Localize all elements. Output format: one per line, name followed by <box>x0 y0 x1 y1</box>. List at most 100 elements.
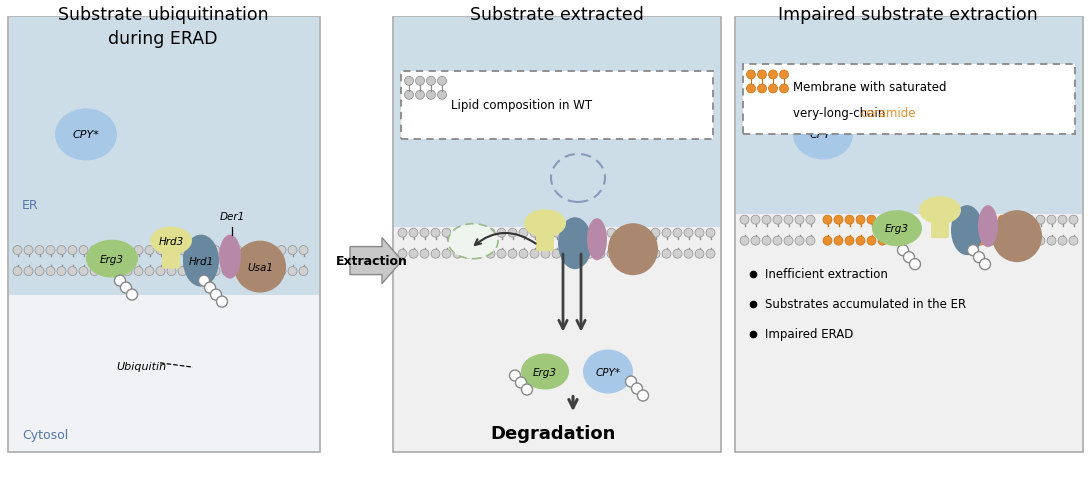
Text: Degradation: Degradation <box>490 424 616 442</box>
Text: ER: ER <box>22 199 38 212</box>
Ellipse shape <box>872 211 922 247</box>
Circle shape <box>121 283 132 293</box>
Circle shape <box>762 216 771 225</box>
Circle shape <box>217 297 228 308</box>
Circle shape <box>233 267 242 276</box>
Text: CPY*: CPY* <box>810 130 836 140</box>
Circle shape <box>845 216 853 225</box>
FancyBboxPatch shape <box>735 18 1083 452</box>
Circle shape <box>475 250 484 259</box>
FancyBboxPatch shape <box>393 18 720 228</box>
Circle shape <box>398 229 407 238</box>
Circle shape <box>68 267 77 276</box>
FancyBboxPatch shape <box>393 18 720 452</box>
Circle shape <box>585 229 594 238</box>
Circle shape <box>758 85 766 94</box>
Circle shape <box>404 77 413 86</box>
Text: Substrate ubiquitination
during ERAD: Substrate ubiquitination during ERAD <box>58 6 268 48</box>
Circle shape <box>1036 237 1045 246</box>
Circle shape <box>879 237 887 246</box>
Circle shape <box>519 229 528 238</box>
Circle shape <box>123 246 132 255</box>
Circle shape <box>706 250 715 259</box>
Circle shape <box>178 246 187 255</box>
Circle shape <box>607 250 616 259</box>
Circle shape <box>980 259 991 270</box>
Ellipse shape <box>608 224 658 276</box>
Circle shape <box>784 216 794 225</box>
Circle shape <box>631 383 642 394</box>
Circle shape <box>167 246 175 255</box>
Circle shape <box>521 384 533 395</box>
Circle shape <box>834 237 843 246</box>
Circle shape <box>415 77 424 86</box>
Circle shape <box>46 246 54 255</box>
Circle shape <box>443 250 451 259</box>
Circle shape <box>420 229 429 238</box>
Circle shape <box>178 267 187 276</box>
Text: Hrd3: Hrd3 <box>158 236 183 246</box>
Circle shape <box>751 237 760 246</box>
Circle shape <box>856 216 865 225</box>
Circle shape <box>629 250 638 259</box>
Circle shape <box>519 250 528 259</box>
Circle shape <box>508 229 517 238</box>
Text: Erg3: Erg3 <box>885 224 909 234</box>
Circle shape <box>662 250 671 259</box>
Circle shape <box>398 250 407 259</box>
Circle shape <box>968 245 979 256</box>
Circle shape <box>773 237 782 246</box>
Circle shape <box>541 229 550 238</box>
Circle shape <box>897 245 908 256</box>
Circle shape <box>156 246 165 255</box>
Circle shape <box>673 250 682 259</box>
Text: Impaired substrate extraction: Impaired substrate extraction <box>778 6 1038 24</box>
Circle shape <box>988 237 996 246</box>
Circle shape <box>486 250 495 259</box>
Ellipse shape <box>448 224 498 259</box>
Circle shape <box>640 229 649 238</box>
Circle shape <box>244 267 253 276</box>
Ellipse shape <box>524 210 566 238</box>
Circle shape <box>762 237 771 246</box>
Text: Der1: Der1 <box>219 211 244 221</box>
Circle shape <box>1025 237 1034 246</box>
FancyBboxPatch shape <box>9 18 319 296</box>
Circle shape <box>277 246 286 255</box>
Circle shape <box>437 77 447 86</box>
Circle shape <box>288 246 296 255</box>
Circle shape <box>409 250 417 259</box>
Circle shape <box>288 267 296 276</box>
Ellipse shape <box>978 206 998 248</box>
Circle shape <box>673 229 682 238</box>
Circle shape <box>266 267 275 276</box>
Circle shape <box>78 267 88 276</box>
Circle shape <box>205 283 216 293</box>
FancyBboxPatch shape <box>8 18 320 452</box>
Circle shape <box>509 370 521 381</box>
Circle shape <box>768 71 777 80</box>
Circle shape <box>266 246 275 255</box>
Circle shape <box>114 276 125 287</box>
Circle shape <box>552 229 561 238</box>
Circle shape <box>24 246 33 255</box>
Circle shape <box>211 246 220 255</box>
Text: Erg3: Erg3 <box>100 254 124 264</box>
Circle shape <box>552 250 561 259</box>
Text: Membrane with saturated: Membrane with saturated <box>794 81 946 94</box>
Text: Erg3: Erg3 <box>533 367 557 377</box>
Circle shape <box>607 229 616 238</box>
Circle shape <box>1069 237 1078 246</box>
Text: Ubiquitin: Ubiquitin <box>116 361 166 372</box>
Circle shape <box>1025 216 1034 225</box>
Ellipse shape <box>521 354 569 390</box>
Circle shape <box>426 77 436 86</box>
Circle shape <box>126 289 137 300</box>
Text: ceramide: ceramide <box>860 107 916 120</box>
Circle shape <box>823 237 832 246</box>
Circle shape <box>773 216 782 225</box>
Circle shape <box>431 229 440 238</box>
Circle shape <box>299 267 308 276</box>
Text: very-long-chain: very-long-chain <box>794 107 889 120</box>
Circle shape <box>530 229 538 238</box>
